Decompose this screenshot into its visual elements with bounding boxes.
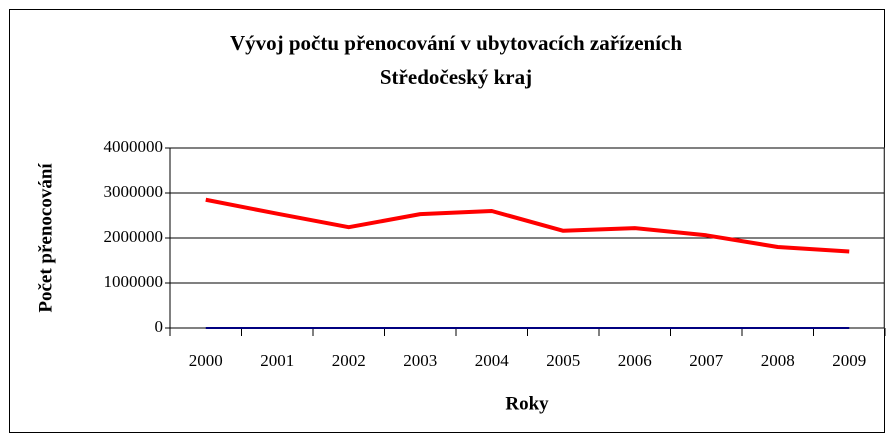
chart-subtitle: Středočeský kraj (380, 65, 532, 89)
x-tick-label: 2004 (475, 351, 510, 370)
x-tick-label: 2005 (546, 351, 580, 370)
x-tick-label: 2006 (618, 351, 652, 370)
y-tick-label: 3000000 (104, 182, 164, 201)
x-tick-label: 2008 (761, 351, 795, 370)
x-tick-label: 2001 (260, 351, 294, 370)
x-tick-label: 2000 (189, 351, 223, 370)
x-tick-label: 2002 (332, 351, 366, 370)
y-tick-label: 2000000 (104, 227, 164, 246)
y-axis-label: Počet přenocování (35, 163, 56, 313)
y-tick-label: 1000000 (104, 272, 164, 291)
x-tick-label: 2007 (689, 351, 724, 370)
y-tick-label: 0 (155, 317, 164, 336)
data-line (205, 197, 850, 254)
y-tick-label: 4000000 (104, 137, 164, 156)
x-axis-label: Roky (505, 393, 549, 414)
chart-title: Vývoj počtu přenocování v ubytovacích za… (230, 31, 682, 55)
x-tick-label: 2003 (403, 351, 437, 370)
x-tick-label: 2009 (832, 351, 866, 370)
